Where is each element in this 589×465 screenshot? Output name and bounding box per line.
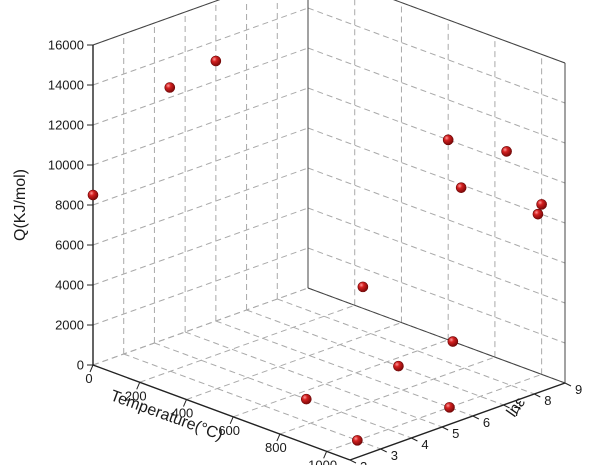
- grid-line: [92, 127, 309, 206]
- z-tick-label: 4000: [55, 278, 84, 293]
- grid-line: [123, 353, 381, 450]
- frame-edge: [307, 287, 566, 384]
- y-tick-mark: [534, 393, 541, 398]
- grid-line: [307, 207, 566, 304]
- grid-line: [92, 87, 309, 166]
- y-tick-mark: [472, 415, 480, 420]
- x-axis-title: Temperature(°C): [108, 388, 225, 444]
- x-tick-mark: [323, 451, 328, 459]
- grid-line: [154, 342, 412, 439]
- x-tick-label: 600: [218, 423, 240, 438]
- y-axis-title: lnε: [504, 395, 529, 421]
- x-tick-label: 200: [125, 388, 147, 403]
- grid-line: [277, 298, 535, 395]
- grid-line: [326, 373, 542, 452]
- y-tick-label: 2: [360, 459, 367, 465]
- z-tick-label: 0: [77, 358, 84, 373]
- grid-line: [92, 7, 309, 86]
- z-tick-label: 8000: [55, 198, 84, 213]
- y-tick-mark: [380, 448, 387, 453]
- x-tick-mark: [182, 399, 187, 407]
- data-point: [393, 360, 404, 372]
- y-tick-label: 8: [544, 393, 551, 408]
- x-tick-label: 1000: [308, 457, 337, 465]
- grid-line: [215, 320, 474, 417]
- data-point: [532, 208, 544, 220]
- x-tick-mark: [89, 364, 94, 373]
- data-point: [444, 402, 455, 413]
- grid-line: [307, 247, 566, 344]
- y-tick-label: 5: [452, 426, 459, 441]
- y-tick-label: 7: [514, 404, 521, 419]
- x-axis-line: [92, 364, 351, 461]
- frame-edge: [393, 0, 566, 64]
- grid-line: [307, 127, 566, 224]
- data-point: [352, 435, 363, 446]
- grid-line: [139, 304, 355, 383]
- axis-layer: 0 2000 4000 6000 8000 10000 12000 14000 16000 0 20…: [48, 0, 582, 465]
- grid-line: [307, 7, 566, 104]
- x-tick-mark: [229, 416, 234, 425]
- points-layer: [87, 55, 547, 446]
- y-tick-mark: [349, 459, 357, 464]
- y-tick-mark: [441, 426, 449, 431]
- grid-line: [393, 0, 566, 64]
- y-tick-mark: [411, 437, 418, 442]
- grid-line: [92, 167, 309, 246]
- frame-edge: [92, 0, 221, 46]
- x-tick-label: 800: [265, 440, 287, 455]
- grid-line: [186, 322, 402, 401]
- z-tick-label: 16000: [48, 38, 84, 53]
- y-tick-label: 3: [391, 448, 398, 463]
- x-tick-mark: [276, 433, 281, 442]
- y-tick-label: 6: [483, 415, 490, 430]
- y-tick-mark: [503, 404, 510, 409]
- z-tick-label: 10000: [48, 158, 84, 173]
- data-point: [536, 199, 547, 210]
- data-point: [300, 393, 312, 405]
- grid-line: [307, 87, 566, 184]
- data-point: [455, 182, 467, 193]
- grid-line: [92, 207, 309, 286]
- z-tick-label: 12000: [48, 118, 84, 133]
- grid-line: [92, 247, 309, 326]
- grid-line: [92, 47, 309, 126]
- x-tick-label: 400: [172, 406, 194, 421]
- y-tick-label: 9: [575, 382, 582, 397]
- data-point: [357, 281, 369, 293]
- grid-line: [184, 331, 443, 428]
- data-point: [447, 336, 459, 347]
- data-point: [501, 146, 512, 157]
- y-tick-label: 4: [421, 437, 428, 452]
- x-tick-mark: [136, 382, 141, 390]
- data-point: [210, 55, 222, 67]
- data-point: [442, 134, 454, 146]
- z-tick-label: 14000: [48, 78, 84, 93]
- grid-line: [307, 167, 566, 264]
- data-point: [87, 189, 99, 201]
- y-tick-mark: [564, 382, 572, 387]
- z-axis-title: Q(KJ/mol): [12, 169, 29, 241]
- x-tick-label: 0: [85, 371, 92, 386]
- z-tick-label: 6000: [55, 238, 84, 253]
- data-point: [164, 82, 176, 93]
- z-tick-label: 2000: [55, 318, 84, 333]
- y-axis-line: [349, 382, 566, 461]
- grid-line: [92, 287, 309, 366]
- grid-line: [246, 309, 504, 406]
- grid-line: [279, 356, 496, 435]
- grid-line: [307, 47, 566, 144]
- grid-line: [233, 339, 449, 418]
